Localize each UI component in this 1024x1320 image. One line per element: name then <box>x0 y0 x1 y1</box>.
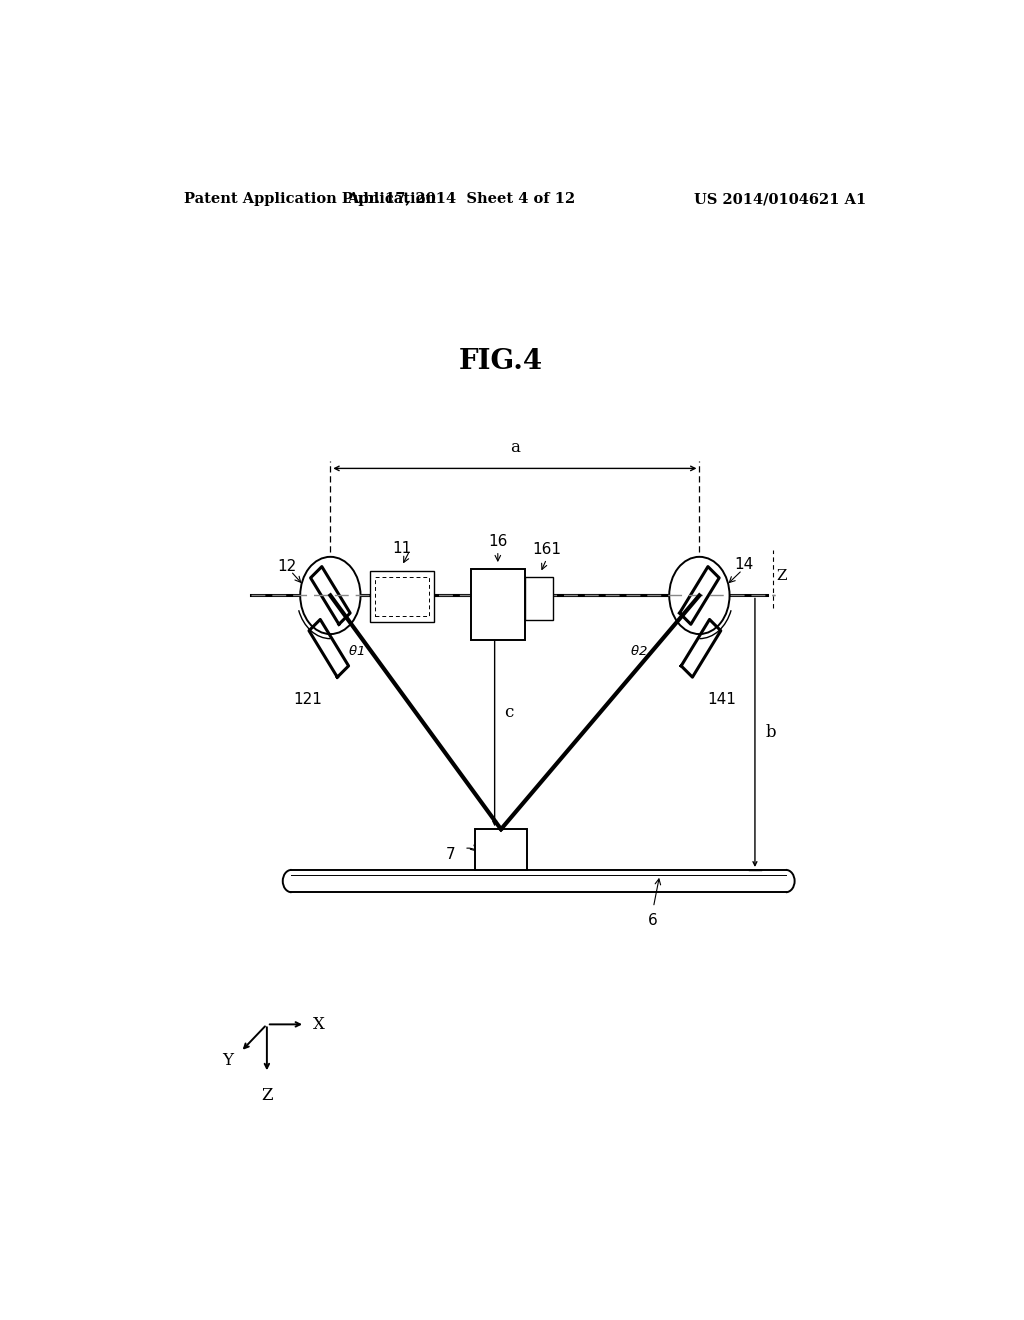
Text: X: X <box>313 1016 325 1032</box>
Text: 16: 16 <box>488 533 508 549</box>
Text: Z: Z <box>776 569 786 583</box>
Text: 121: 121 <box>294 692 323 708</box>
Text: FIG.4: FIG.4 <box>459 348 543 375</box>
Text: 12: 12 <box>278 560 296 574</box>
Text: a: a <box>510 440 520 457</box>
Text: Patent Application Publication: Patent Application Publication <box>183 191 435 206</box>
Text: 6: 6 <box>648 912 657 928</box>
Bar <box>370 572 433 622</box>
Text: b: b <box>765 725 776 741</box>
Text: c: c <box>504 704 514 721</box>
Circle shape <box>670 557 729 634</box>
Text: 7: 7 <box>445 847 456 862</box>
Text: Z: Z <box>261 1088 272 1105</box>
Bar <box>475 829 526 870</box>
Text: Apr. 17, 2014  Sheet 4 of 12: Apr. 17, 2014 Sheet 4 of 12 <box>347 191 575 206</box>
Text: $\theta$1: $\theta$1 <box>348 644 365 659</box>
Bar <box>375 577 429 616</box>
Text: Y: Y <box>222 1052 233 1069</box>
Text: 11: 11 <box>392 541 412 556</box>
Bar <box>524 577 553 620</box>
Text: $\theta$2: $\theta$2 <box>630 644 647 659</box>
Text: 14: 14 <box>734 557 754 573</box>
Text: 141: 141 <box>708 692 736 708</box>
Circle shape <box>300 557 360 634</box>
Bar <box>471 569 524 640</box>
Text: US 2014/0104621 A1: US 2014/0104621 A1 <box>694 191 866 206</box>
Text: 161: 161 <box>532 541 561 557</box>
Text: d: d <box>518 842 527 857</box>
